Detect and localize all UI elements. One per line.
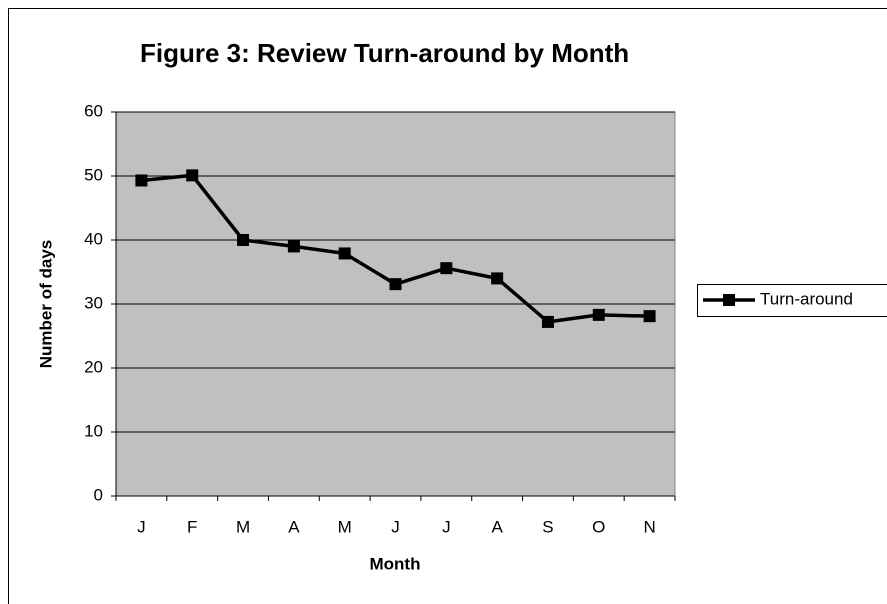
marker xyxy=(287,240,300,253)
x-axis-label: Month xyxy=(370,554,421,573)
x-tick-label: N xyxy=(643,517,655,536)
y-tick-label: 60 xyxy=(84,101,103,120)
marker xyxy=(237,234,250,246)
marker xyxy=(186,169,199,182)
legend-label: Turn-around xyxy=(760,289,853,308)
y-tick-label: 10 xyxy=(84,421,103,440)
marker xyxy=(592,308,605,321)
marker xyxy=(135,174,148,187)
y-tick-label: 20 xyxy=(84,357,103,376)
x-tick-label: M xyxy=(338,517,352,536)
x-tick-label: A xyxy=(288,517,300,536)
x-tick-label: S xyxy=(542,517,553,536)
x-tick-label: J xyxy=(137,517,146,536)
marker xyxy=(338,247,351,260)
y-tick-label: 40 xyxy=(84,229,103,248)
x-tick-label: J xyxy=(442,517,451,536)
x-tick-label: J xyxy=(391,517,400,536)
x-tick-label: A xyxy=(491,517,503,536)
y-tick-label: 0 xyxy=(94,485,103,504)
chart-title: Figure 3: Review Turn-around by Month xyxy=(140,38,629,68)
x-tick-label: M xyxy=(236,517,250,536)
marker xyxy=(643,310,656,323)
marker xyxy=(541,315,554,328)
y-axis-label: Number of days xyxy=(36,240,55,368)
legend-marker xyxy=(723,294,735,306)
marker xyxy=(491,272,504,285)
marker xyxy=(389,278,402,291)
x-tick-label: F xyxy=(187,517,197,536)
marker xyxy=(440,262,453,275)
y-tick-label: 30 xyxy=(84,293,103,312)
y-tick-label: 50 xyxy=(84,165,103,184)
x-tick-label: O xyxy=(592,517,605,536)
